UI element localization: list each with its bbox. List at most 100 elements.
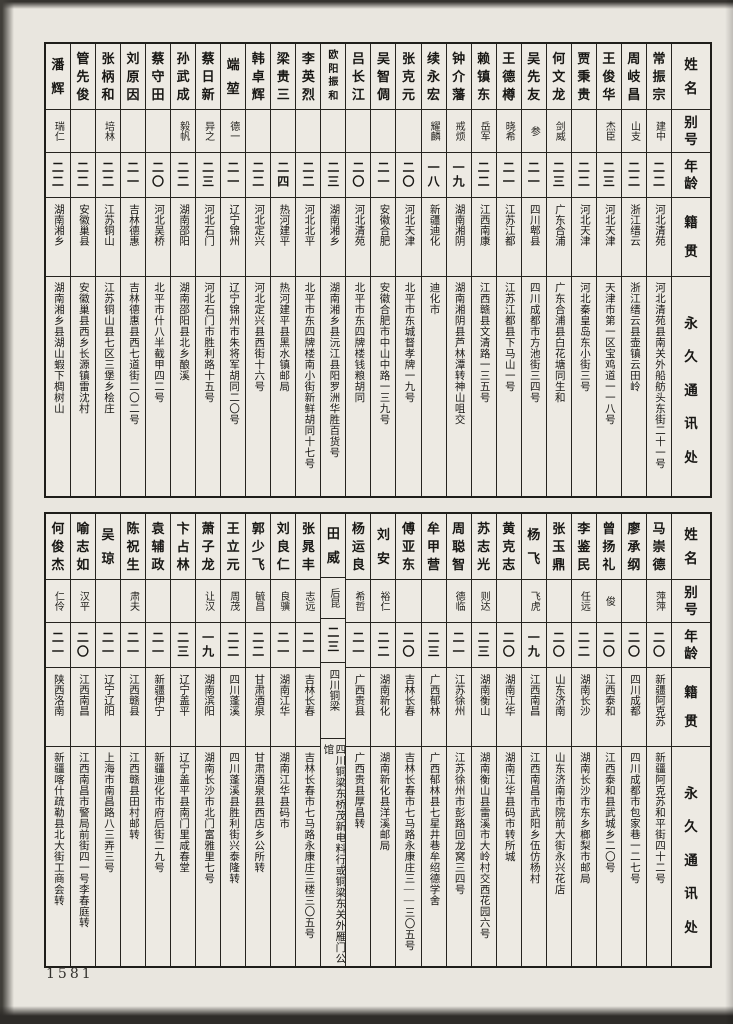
header-native-place: 籍贯 [672,198,710,277]
person-address: 天津市第一区宝鸡道一一八号 [603,282,615,425]
person-alias: 裕仁 [371,580,396,623]
person-alias: 瑞仁 [45,110,70,153]
person-alias: 晓希 [496,110,521,153]
person-alias [146,580,171,623]
person-alias: 则达 [471,580,496,623]
person-address: 广东合浦县白花塘同生和 [553,282,565,403]
person-address: 广西郁林县七星井巷牟绍德学舍 [428,752,440,906]
person-name: 欧阳振和 [321,44,346,110]
person-age: 二〇 [346,153,371,198]
person-column: 卞占林二三 辽宁盖平 辽宁盖平县南门里咸春堂 [170,514,196,966]
person-native-place: 江苏江都 [496,198,521,277]
person-name: 贾秉贵 [571,44,596,110]
person-age: 二二 [571,623,596,668]
person-address: 北平市什八半截甲四二号 [153,282,165,403]
person-address: 湖南长沙市东乡榔梨市邮局 [578,752,590,884]
person-age: 二二 [571,153,596,198]
person-age: 二一 [221,153,246,198]
person-column: 蔡日新异之 二三 河北石门 河北石门市胜利路十五号 [195,44,221,496]
person-column: 杨运良希哲 二一 广西贵县 广西贵县厚昌转 [345,514,371,966]
person-address: 北平市东城督孝牌一九号 [403,282,415,403]
header-age: 年龄 [672,623,710,668]
person-alias [271,110,296,153]
person-alias: 毓昌 [246,580,271,623]
person-native-place: 河北清苑 [646,198,671,277]
person-address: 甘肃酒泉县西店乡公所转 [253,752,265,873]
person-column: 王立元周茂 二二 四川蓬溪 四川蓬溪县胜利街兴泰隆转 [220,514,246,966]
header-column-bottom: 姓名 别号 年龄 籍贯 永久通讯处 [671,514,710,966]
person-column: 田威后昆 二三 四川铜梁 四川铜梁东桥茂新电料行或铜梁东关外雁门公馆 [320,514,346,966]
person-alias: 周茂 [221,580,246,623]
person-alias: 汉平 [70,580,95,623]
person-column: 吴智倜二一 安徽合肥 安徽合肥市中山中路一三九号 [370,44,396,496]
person-native-place: 河北定兴 [246,198,271,277]
person-name: 陈祝生 [120,514,146,580]
person-name: 刘安 [371,514,396,580]
person-address: 湖南衡山县雷溪市大岭村交西花园六号 [478,752,490,939]
person-column: 李鉴民任远 二二 湖南长沙 湖南长沙市东乡榔梨市邮局 [570,514,596,966]
person-alias: 志远 [296,580,321,623]
person-column: 孙武成毅帆 二二 湖南邵阳 湖南邵阳县北乡酿溪 [170,44,196,496]
person-name: 周岐昌 [621,44,646,110]
person-name: 管先俊 [70,44,95,110]
person-address: 北平市东四牌楼南小街新鲜胡同十七号 [303,282,315,469]
person-native-place: 安徽巢县 [70,198,95,277]
person-age: 二三 [171,623,196,668]
person-native-place: 广西贵县 [346,668,371,747]
person-age: 二一 [95,623,120,668]
person-name: 廖承纲 [621,514,646,580]
person-age: 二二 [621,153,646,198]
person-age: 二三 [471,623,496,668]
person-address: 湖南江华县码市 [278,752,290,829]
person-alias: 仁伶 [45,580,70,623]
person-alias: 飞虎 [521,580,546,623]
person-alias: 杰臣 [596,110,621,153]
person-address: 江西赣县田村邮转 [127,752,139,840]
person-column: 曾扬礼俊二〇 江西泰和 江西泰和县武城乡二〇号 [595,514,621,966]
person-address: 四川成都市包家巷一二七号 [628,752,640,884]
person-name: 何俊杰 [45,514,70,580]
person-name: 王俊华 [596,44,621,110]
person-alias [70,110,95,153]
person-age: 二〇 [70,623,95,668]
person-address: 河北石门市胜利路十五号 [203,282,215,403]
header-age: 年龄 [672,153,710,198]
header-alias: 别号 [672,580,710,623]
person-alias [621,580,646,623]
person-name: 王德樽 [496,44,521,110]
person-age: 二二 [246,153,271,198]
person-alias: 肃夫 [120,580,146,623]
person-address: 河北秦皇岛东小街三号 [578,282,590,392]
person-name: 吕长江 [346,44,371,110]
person-age: 二一 [446,623,471,668]
person-name: 蔡守田 [146,44,171,110]
person-column: 端堃德一 二一 辽宁锦州 辽宁锦州市朱将军胡同二〇号 [220,44,246,496]
person-column: 廖承纲二〇 四川成都 四川成都市包家巷一二七号 [620,514,646,966]
person-column: 梁贵三二四 热河建平 热河建平县黑水镇邮局 [270,44,296,496]
person-native-place: 河北清苑 [346,198,371,277]
person-native-place: 湖南湘乡 [321,198,346,277]
person-native-place: 吉林长春 [296,668,321,747]
person-name: 田威 [321,514,346,578]
person-address: 新疆喀什疏勒县北大街工商会转 [52,752,64,906]
person-alias [120,110,146,153]
person-name: 郭少飞 [246,514,271,580]
person-column: 吴琼二一 辽宁辽阳 上海市南昌路八三弄三号 [94,514,120,966]
person-name: 吴先友 [521,44,546,110]
person-name: 杨飞 [521,514,546,580]
person-native-place: 湖南衡山 [471,668,496,747]
person-column: 何文龙剑威 二三 广东合浦 广东合浦县白花塘同生和 [545,44,571,496]
person-name: 梁贵三 [271,44,296,110]
person-address: 吉林长春市七马路永康庄三——三〇五号 [403,752,415,951]
person-native-place: 广西郁林 [421,668,446,747]
person-alias: 山支 [621,110,646,153]
person-column: 袁辅政二一 新疆伊宁 新疆迪化市府后街二九号 [145,514,171,966]
person-native-place: 河北天津 [571,198,596,277]
person-column: 陈祝生肃夫 二一 江西赣县 江西赣县田村邮转 [119,514,146,966]
person-native-place: 湖南长沙 [571,668,596,747]
person-age: 二一 [496,153,521,198]
person-native-place: 四川铜梁 [321,663,346,739]
person-alias [421,580,446,623]
person-address: 吉林长春市七马路永康庄三楼三〇五号 [303,752,315,939]
person-alias: 岳军 [471,110,496,153]
